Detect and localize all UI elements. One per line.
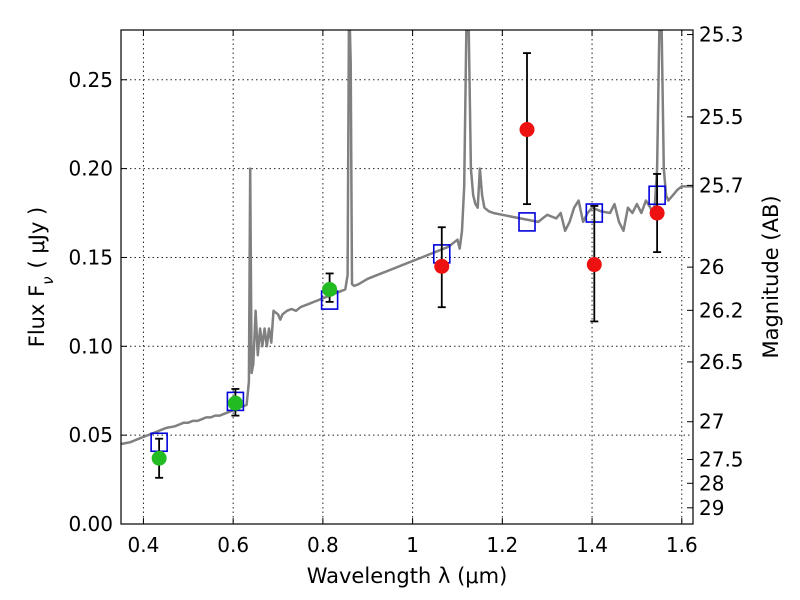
- y-axis-label-subscript: ν: [39, 276, 57, 284]
- y2-tick-label: 26.2: [699, 298, 744, 322]
- data-layer: [121, 30, 693, 446]
- y2-tick-label: 29: [699, 496, 724, 520]
- y-axis-label: Flux Fν ( μJy ): [25, 207, 57, 348]
- nir-observation-point: [434, 258, 450, 274]
- y2-tick-label: 27.5: [699, 447, 744, 471]
- x-tick-label: 0.4: [128, 533, 160, 557]
- spectrum-line: [121, 30, 693, 446]
- tick-layer: 0.4 0.6 0.8 1 1.2 1.4 1.6 0.00 0.05 0.10 0.15 0.20 0…: [68, 23, 743, 557]
- nir-observation-point: [649, 205, 665, 221]
- marker-layer: [150, 52, 666, 479]
- nir-observation-point: [519, 122, 535, 138]
- plot-frame: [120, 29, 694, 525]
- optical-observation-point: [151, 450, 167, 466]
- model-photometry-square: [518, 212, 536, 232]
- optical-observation-point: [227, 395, 243, 411]
- x-tick-label: 1.2: [486, 533, 518, 557]
- x-tick-label: 0.8: [307, 533, 339, 557]
- y2-tick-label: 27: [699, 410, 724, 434]
- y-tick-label: 0.20: [68, 157, 113, 181]
- y2-tick-label: 26: [699, 255, 724, 279]
- x-tick-label: 1.4: [576, 533, 608, 557]
- y-tick-label: 0.10: [68, 334, 113, 358]
- nir-observation-point: [586, 257, 602, 273]
- optical-observation-point: [322, 281, 338, 297]
- x-tick-label: 1: [406, 533, 419, 557]
- y2-tick-label: 28: [699, 471, 724, 495]
- y-axis-label-main: Flux F: [25, 285, 49, 347]
- y-tick-label: 0.25: [68, 68, 113, 92]
- y-tick-label: 0.15: [68, 245, 113, 269]
- y2-axis-label: Magnitude (AB): [759, 195, 783, 358]
- y2-tick-label: 25.5: [699, 105, 744, 129]
- y2-tick-label: 25.3: [699, 23, 744, 47]
- x-tick-label: 0.6: [217, 533, 249, 557]
- x-tick-label: 1.6: [666, 533, 698, 557]
- y2-tick-label: 26.5: [699, 350, 744, 374]
- y-tick-label: 0.05: [68, 423, 113, 447]
- x-axis-label: Wavelength λ (μm): [307, 564, 508, 588]
- grid-layer: [121, 30, 693, 525]
- y-axis-label-unit: ( μJy ): [25, 207, 49, 269]
- y-tick-label: 0.00: [68, 512, 113, 536]
- y2-tick-label: 25.7: [699, 173, 744, 197]
